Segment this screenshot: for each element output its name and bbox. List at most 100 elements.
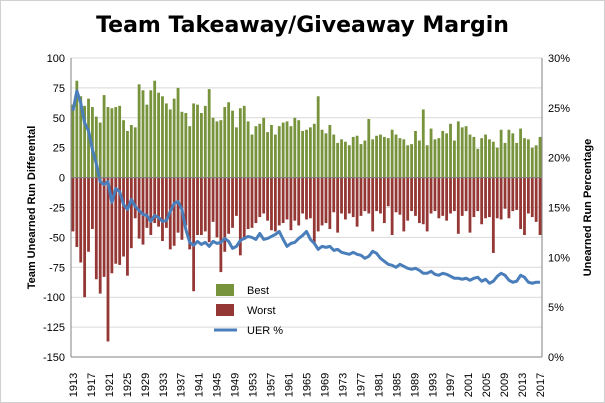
worst-bar xyxy=(161,177,164,241)
worst-bar xyxy=(394,177,398,213)
best-bar xyxy=(359,144,363,178)
best-bar xyxy=(289,126,293,178)
worst-bar xyxy=(480,177,484,225)
y-tick-label: 75 xyxy=(53,83,65,95)
y2-tick-label: 30% xyxy=(548,53,570,65)
worst-bar xyxy=(406,177,410,221)
worst-bar xyxy=(526,177,530,214)
best-bar xyxy=(110,108,114,178)
best-bar xyxy=(211,117,215,178)
worst-bar xyxy=(359,177,363,216)
x-tick-label: 2009 xyxy=(499,373,511,397)
best-bar xyxy=(196,104,199,178)
worst-bar xyxy=(308,177,312,219)
worst-bar xyxy=(110,177,114,274)
worst-bar xyxy=(126,177,129,276)
worst-bar xyxy=(157,177,160,227)
worst-bar xyxy=(421,177,425,225)
x-tick-label: 2005 xyxy=(481,373,493,397)
worst-bar xyxy=(371,177,375,232)
worst-bar xyxy=(538,177,542,236)
best-bar xyxy=(238,108,242,178)
best-bar xyxy=(406,145,410,178)
worst-bar xyxy=(273,177,277,232)
best-bar xyxy=(480,138,484,178)
worst-bar xyxy=(332,177,336,213)
x-tick-label: 1985 xyxy=(391,373,403,397)
best-bar xyxy=(164,103,168,178)
worst-bar xyxy=(129,177,133,249)
best-bar xyxy=(421,109,425,178)
x-tick-label: 1941 xyxy=(194,373,206,397)
x-tick-label: 1981 xyxy=(373,373,385,397)
best-bar xyxy=(227,102,231,178)
worst-bar xyxy=(375,177,378,212)
worst-bar xyxy=(328,177,332,230)
best-bar xyxy=(94,116,98,178)
worst-bar xyxy=(149,177,153,236)
worst-bar xyxy=(410,177,414,212)
best-bar xyxy=(207,89,211,178)
best-bar xyxy=(126,130,129,178)
worst-bar xyxy=(488,177,491,218)
y2-tick-label: 10% xyxy=(548,252,570,264)
x-tick-label: 1973 xyxy=(337,373,349,397)
worst-bar xyxy=(305,177,308,220)
worst-bar xyxy=(312,177,316,244)
best-bar xyxy=(118,105,122,178)
y2-tick-label: 15% xyxy=(548,203,570,215)
worst-bar xyxy=(511,177,515,212)
y-tick-label: -25 xyxy=(49,203,65,215)
worst-bar xyxy=(523,177,526,236)
worst-bar xyxy=(534,177,538,222)
best-bar xyxy=(414,130,417,178)
x-tick-label: 1925 xyxy=(122,373,134,397)
best-bar xyxy=(445,133,449,178)
worst-bar xyxy=(262,177,266,214)
worst-bar xyxy=(250,177,254,228)
best-bar xyxy=(538,136,542,178)
y2-tick-label: 20% xyxy=(548,153,570,165)
best-bar xyxy=(98,122,102,178)
best-bar xyxy=(254,126,258,178)
worst-bar xyxy=(141,177,145,245)
x-tick-label: 1933 xyxy=(158,373,170,397)
axes: 100 75 50 25 0 -25 -50 -75 -100 -125 -150 30% 25% 20%… xyxy=(26,53,594,397)
worst-bar xyxy=(515,177,519,210)
y2-tick-label: 25% xyxy=(548,103,570,115)
best-bar xyxy=(79,96,83,178)
x-tick-label: 1929 xyxy=(140,373,152,397)
worst-bar xyxy=(266,177,269,221)
worst-bar xyxy=(102,177,106,277)
worst-bar xyxy=(215,177,219,238)
best-bar xyxy=(293,117,297,178)
worst-bar xyxy=(417,177,421,224)
best-bar xyxy=(324,133,328,178)
best-bar xyxy=(340,139,343,178)
best-bar xyxy=(499,129,503,178)
best-bar xyxy=(488,139,491,178)
y-tick-label: -75 xyxy=(49,262,65,274)
worst-bar xyxy=(499,177,503,220)
legend-worst-swatch xyxy=(216,304,234,316)
best-bar xyxy=(106,107,110,178)
worst-bar xyxy=(231,177,234,228)
x-tick-label: 1917 xyxy=(86,373,98,397)
best-bar xyxy=(534,145,538,178)
worst-bar xyxy=(347,177,351,214)
worst-bar xyxy=(289,177,293,231)
best-bar xyxy=(71,104,75,178)
best-bar xyxy=(394,134,398,178)
best-bar xyxy=(297,120,301,178)
worst-bar xyxy=(355,177,359,227)
worst-bar xyxy=(118,177,122,265)
worst-bar xyxy=(285,177,289,220)
best-bar xyxy=(515,142,519,178)
worst-bar xyxy=(184,177,188,226)
worst-bar xyxy=(114,177,118,264)
worst-bar xyxy=(83,177,87,298)
worst-bar xyxy=(390,177,394,236)
worst-bar xyxy=(476,177,480,212)
best-bar xyxy=(495,147,499,178)
